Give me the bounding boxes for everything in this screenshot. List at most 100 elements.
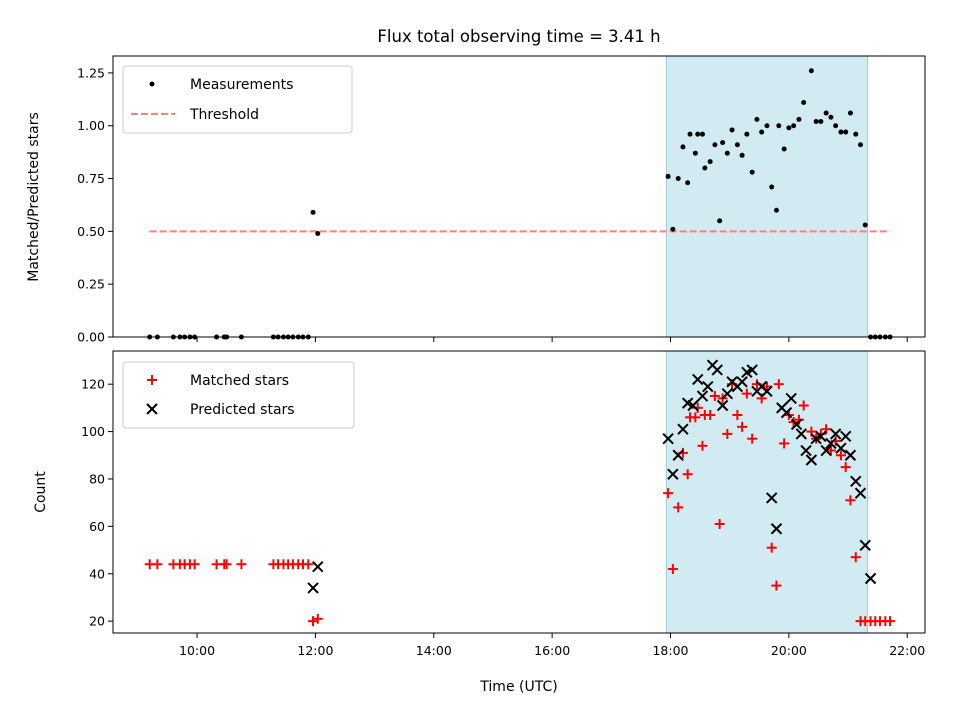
matched-star-point [697, 440, 708, 451]
top-ytick-label: 0.50 [77, 224, 105, 239]
bottom-legend: Matched stars Predicted stars [122, 361, 355, 429]
measurement-point [692, 150, 698, 156]
predicted-star-point [736, 376, 748, 388]
predicted-star-point [672, 449, 684, 461]
measurement-point [702, 165, 708, 171]
matched-star-point [845, 495, 856, 506]
matched-star-point [663, 488, 674, 499]
top-ytick-label: 1.25 [77, 65, 105, 80]
measurement-point [862, 222, 868, 228]
predicted-star-point [785, 392, 797, 405]
matched-star-point [690, 412, 701, 423]
matched-star-point [236, 559, 247, 570]
bottom-ytick-label: 20 [89, 614, 105, 629]
top-ytick-label: 0.25 [77, 277, 105, 292]
predicted-star-point [864, 572, 877, 585]
measurement-point [764, 123, 770, 129]
matched-star-point [773, 379, 784, 390]
legend-predicted-marker [146, 403, 158, 415]
legend-measurements-marker [149, 81, 155, 87]
legend-threshold-label: Threshold [189, 107, 259, 123]
measurement-point [847, 110, 853, 116]
measurement-point [833, 123, 839, 129]
measurement-point [773, 207, 779, 213]
bottom-xtick-label: 22:00 [889, 643, 925, 658]
measurement-point [717, 218, 723, 224]
measurement-point [828, 114, 834, 120]
measurement-point [801, 99, 807, 105]
top-ytick-label: 0.00 [77, 330, 105, 345]
x-axis-label: Time (UTC) [479, 679, 557, 695]
measurement-point [675, 176, 681, 182]
measurement-point [843, 129, 849, 135]
measurement-point [808, 68, 814, 74]
matched-star-point [221, 559, 232, 570]
measurement-point [818, 118, 824, 124]
predicted-star-point [716, 399, 729, 412]
predicted-star-point [854, 487, 867, 499]
matched-star-point [737, 421, 748, 432]
matched-star-point [850, 552, 861, 563]
matched-star-point [741, 388, 752, 399]
bottom-xtick-label: 20:00 [771, 643, 807, 658]
matched-star-point [766, 542, 777, 553]
matched-star-point [722, 428, 733, 439]
top-panel: 0.00 0.25 0.50 0.75 1.00 1.25 Matched/Predict… [26, 55, 926, 345]
predicted-star-point [850, 475, 862, 488]
predicted-star-point [795, 428, 808, 440]
matched-star-point [821, 424, 832, 435]
predicted-star-point [859, 539, 871, 552]
measurement-point [823, 110, 829, 116]
bottom-legend-box [122, 361, 355, 429]
measurement-point [685, 180, 691, 186]
chart-title: Flux total observing time = 3.41 h [377, 27, 660, 46]
predicted-star-point [815, 430, 827, 443]
measurement-point [680, 144, 686, 150]
predicted-star-point [761, 385, 773, 397]
predicted-star-point [687, 399, 699, 412]
bottom-ytick-label: 100 [81, 424, 105, 439]
predicted-star-point [667, 468, 679, 480]
matched-star-point [747, 433, 758, 444]
predicted-star-point [825, 437, 837, 450]
predicted-star-point [721, 387, 734, 400]
measurement-point [791, 123, 797, 129]
predicted-star-point [746, 364, 758, 376]
measurement-point [670, 226, 676, 232]
predicted-star-point [835, 442, 847, 454]
measurement-point [853, 131, 859, 137]
predicted-star-point [677, 423, 689, 435]
matched-star-point [303, 559, 314, 570]
matched-star-point [705, 409, 716, 420]
predicted-star-point [696, 390, 709, 402]
predicted-star-point [800, 444, 812, 457]
bottom-ytick-label: 120 [81, 377, 105, 392]
top-ytick-label: 1.00 [77, 118, 105, 133]
matched-star-point [779, 438, 790, 449]
measurement-point [315, 230, 321, 236]
matched-star-point [673, 502, 684, 513]
predicted-star-point [780, 406, 793, 419]
matched-star-point [709, 391, 720, 402]
measurement-point [744, 131, 750, 137]
top-legend-box [122, 65, 353, 134]
legend-matched-label: Matched stars [190, 373, 289, 389]
matched-star-point [682, 469, 693, 480]
bottom-xtick-label: 12:00 [297, 643, 333, 658]
measurement-point [729, 127, 735, 133]
matched-star-point [308, 616, 319, 627]
measurement-point [712, 142, 718, 148]
bottom-ytick-label: 60 [89, 519, 105, 534]
measurement-point [665, 173, 671, 179]
predicted-star-point [702, 380, 714, 393]
measurement-point [687, 131, 693, 137]
predicted-star-point [692, 373, 704, 386]
predicted-star-point [312, 560, 324, 573]
top-y-axis-label: Matched/Predicted stars [26, 112, 42, 282]
matched-star-point [732, 409, 743, 420]
bottom-ytick-label: 40 [89, 566, 105, 581]
bottom-ytick-label: 80 [89, 471, 105, 486]
predicted-star-point [820, 444, 832, 457]
measurement-point [776, 123, 782, 129]
measurement-point [754, 116, 760, 122]
